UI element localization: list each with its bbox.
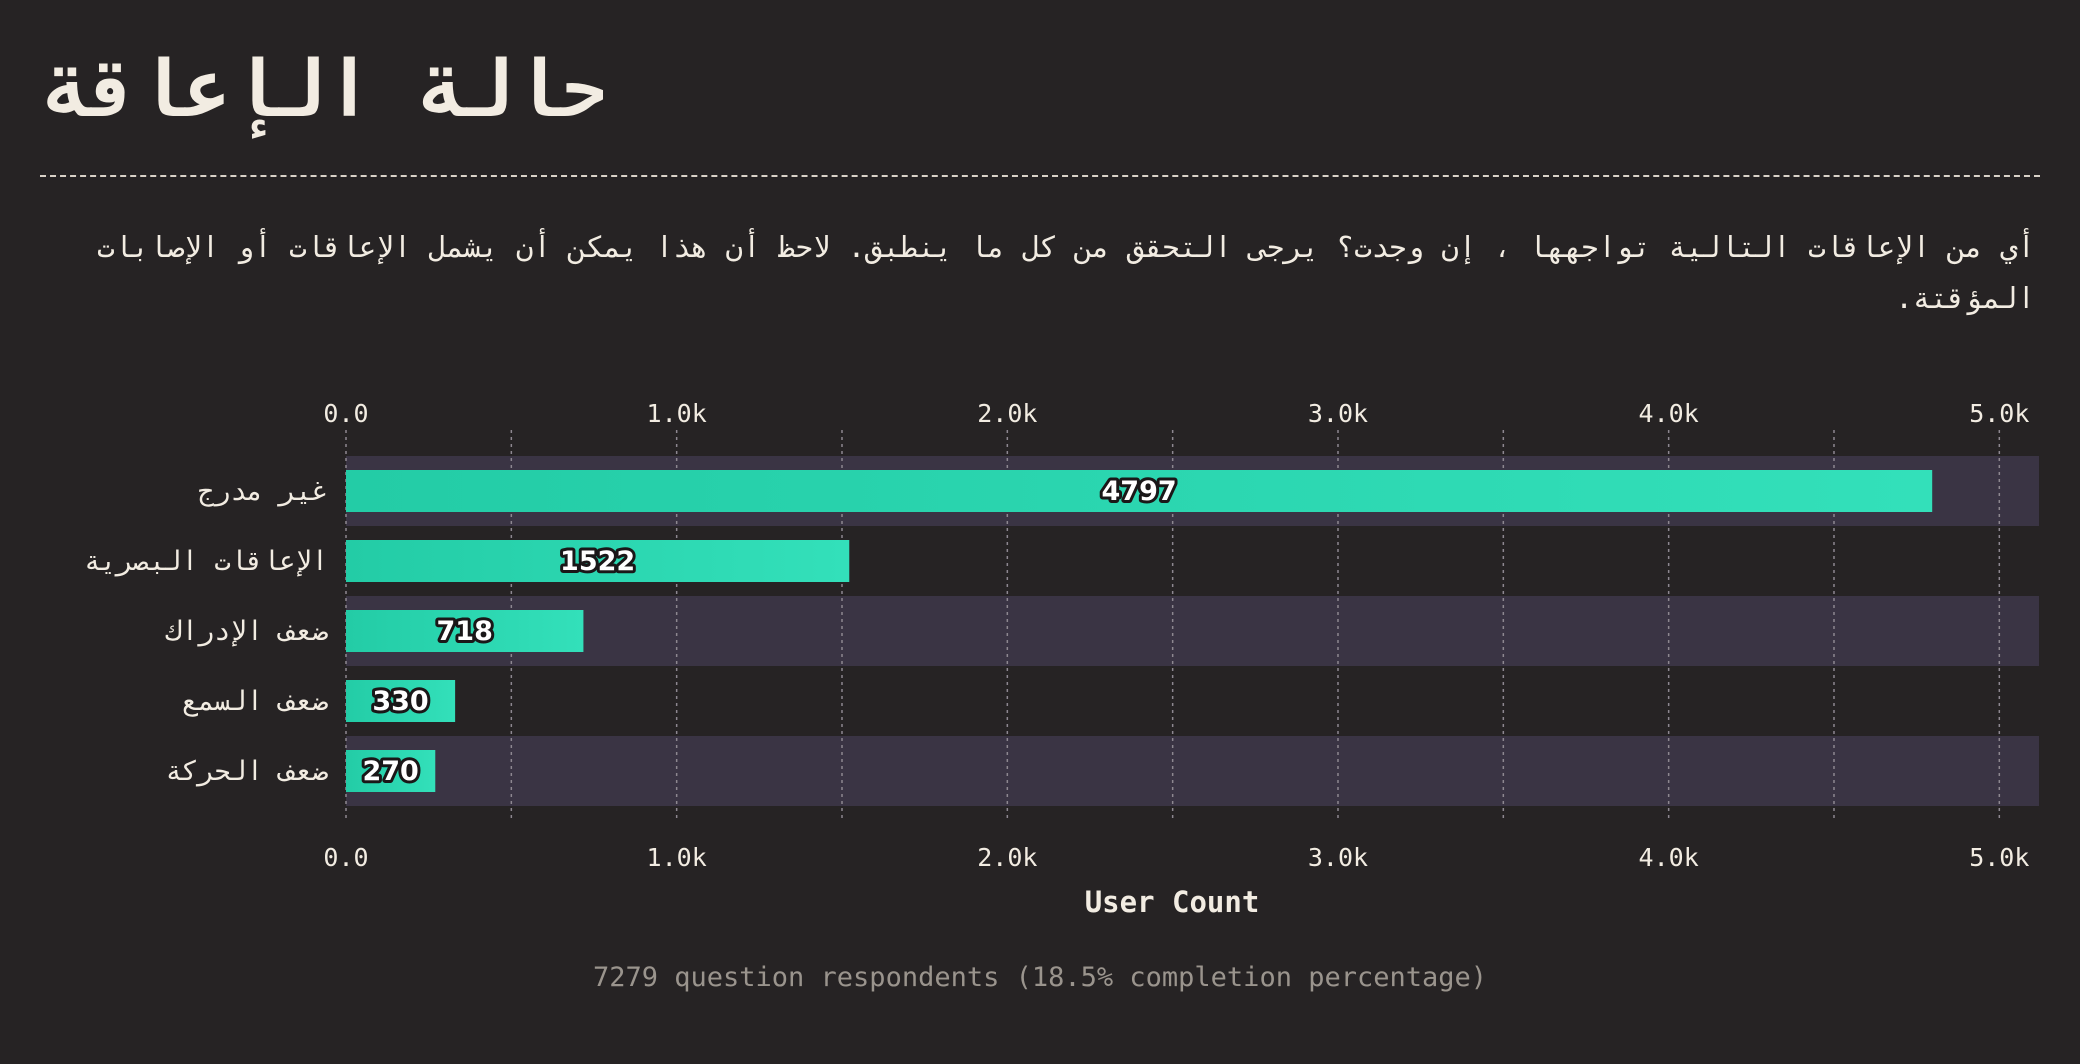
x-tick-label-top: 1.0k [647,399,707,428]
chart-title: حالة الإعاقة [44,45,608,135]
x-tick-label-bottom: 0.0 [323,843,368,872]
category-label: ضعف الإدراك [165,616,328,647]
x-tick-label-bottom: 5.0k [1969,843,2029,872]
bar [346,750,436,792]
bar [346,470,1933,512]
question-line-1: أي من الإعاقات التالية تواجهها ، إن وجدت… [96,230,2035,264]
x-tick-label-top: 5.0k [1969,399,2029,428]
respondents-footer: 7279 question respondents (18.5% complet… [592,962,1488,993]
value-label: 1522 [560,546,635,577]
category-label: ضعف السمع [182,686,329,717]
chart-title-wrap: حالة الإعاقة [44,30,608,150]
x-tick-label-bottom: 3.0k [1308,843,1368,872]
value-label: 718 [437,616,493,647]
category-label: ضعف الحركة [165,756,328,787]
bar [346,540,850,582]
category-label: الإعاقات البصرية [84,546,328,577]
question-line-2: المؤقتة. [1895,281,2035,315]
row-band [346,596,2039,666]
x-tick-label-bottom: 2.0k [977,843,1037,872]
value-label: 4797 [1102,476,1177,507]
value-label: 270 [362,756,418,787]
bar [346,610,584,652]
x-tick-label-top: 2.0k [977,399,1037,428]
x-tick-label-top: 3.0k [1308,399,1368,428]
category-label: غير مدرج [198,476,328,507]
question-text: أي من الإعاقات التالية تواجهها ، إن وجدت… [40,222,2035,324]
x-tick-label-top: 0.0 [323,399,368,428]
title-divider [40,175,2040,177]
row-band [346,736,2039,806]
x-tick-label-top: 4.0k [1639,399,1699,428]
bar [346,680,456,722]
x-tick-label-bottom: 1.0k [647,843,707,872]
x-axis-label: User Count [1085,885,1260,919]
x-tick-label-bottom: 4.0k [1639,843,1699,872]
bar-chart: غير مدرج الإعاقات البصرية ضعف الإدراك ضعف ا… [84,399,2039,919]
value-label: 330 [372,686,428,717]
